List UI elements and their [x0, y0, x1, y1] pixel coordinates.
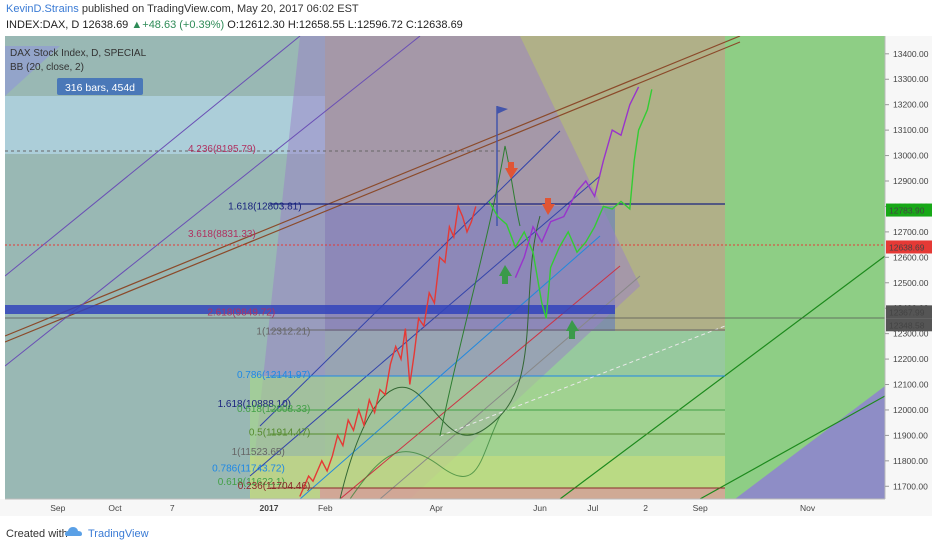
time-tick-label: 2: [643, 503, 648, 513]
time-tick-label: Jul: [587, 503, 598, 513]
price-tick-label: 13400.00: [893, 49, 929, 59]
time-tick-label: Apr: [430, 503, 443, 513]
price-tick-label: 12000.00: [893, 405, 929, 415]
up-arrow-icon: ▲: [131, 19, 142, 31]
time-tick-label: Sep: [50, 503, 65, 513]
chart-header: KevinD.Strains published on TradingView.…: [0, 0, 932, 36]
horizontal-support-band: [5, 305, 615, 314]
tradingview-logo-icon[interactable]: [64, 525, 84, 539]
price-change: +48.63 (+0.39%): [142, 19, 224, 31]
time-tick-label: 7: [170, 503, 175, 513]
legend-title: DAX Stock Index, D, SPECIAL: [10, 48, 147, 59]
last-price: 12638.69: [82, 19, 128, 31]
fib-label: 0.5(11914.47): [249, 428, 311, 439]
time-axis[interactable]: [0, 499, 932, 516]
symbol-label: INDEX:DAX, D: [6, 19, 79, 31]
fib-label: 3.618(8831.33): [188, 229, 256, 240]
up-arrow-stem: [569, 331, 575, 339]
price-tick-label: 13100.00: [893, 125, 929, 135]
high-value: 12658.55: [299, 19, 345, 31]
time-tick-label: Jun: [533, 503, 547, 513]
bars-badge-text: 316 bars, 454d: [65, 82, 135, 94]
price-tick-label: 13200.00: [893, 100, 929, 110]
down-arrow-stem: [508, 162, 514, 169]
fib-label: 1(11523.65): [232, 447, 285, 458]
tradingview-brand[interactable]: TradingView: [88, 528, 149, 540]
fib-label: 4.236(8195.79): [188, 144, 256, 155]
legend-indicator: BB (20, close, 2): [10, 62, 84, 73]
fib-label: 0.786(11743.72): [212, 463, 285, 474]
close-value: 12638.69: [417, 19, 463, 31]
created-with-label: Created with: [6, 528, 68, 540]
publish-info: published on TradingView.com, May 20, 20…: [79, 3, 359, 15]
fib-label: 0.618(12008.33): [237, 404, 310, 415]
fib-label: 0.236(11704.46): [238, 481, 311, 492]
open-value: 12612.30: [239, 19, 285, 31]
fib-label: 1(12312.21): [256, 327, 310, 338]
price-badge-label: 12348.58: [889, 320, 925, 330]
price-tick-label: 11800.00: [893, 456, 928, 466]
time-tick-label: Oct: [108, 503, 122, 513]
price-tick-label: 11900.00: [893, 430, 928, 440]
price-badge-label: 12638.69: [889, 242, 925, 252]
author-link[interactable]: KevinD.Strains: [6, 3, 79, 15]
publish-line: KevinD.Strains published on TradingView.…: [6, 3, 359, 15]
time-tick-label: 2017: [260, 503, 279, 513]
fib-label: 1.618(12803.81): [228, 201, 301, 212]
up-arrow-stem: [502, 276, 508, 284]
down-arrow-stem: [545, 198, 551, 205]
price-tick-label: 12500.00: [893, 278, 929, 288]
price-tick-label: 13000.00: [893, 151, 929, 161]
price-tick-label: 12100.00: [893, 380, 929, 390]
price-tick-label: 12900.00: [893, 176, 929, 186]
low-value: 12596.72: [357, 19, 403, 31]
fib-label: 2.618(9849.72): [207, 308, 275, 319]
ohlc-line: INDEX:DAX, D 12638.69 ▲+48.63 (+0.39%) O…: [6, 19, 463, 31]
price-tick-label: 12600.00: [893, 252, 929, 262]
price-badge-label: 12367.99: [889, 307, 925, 317]
footer: Created with TradingView: [0, 516, 932, 550]
price-tick-label: 11700.00: [893, 481, 928, 491]
pink-fib-zone: [320, 488, 725, 499]
fib-label: 0.786(12141.97): [237, 370, 310, 381]
time-tick-label: Feb: [318, 503, 333, 513]
price-badge-label: 12783.90: [889, 206, 925, 216]
price-chart[interactable]: 4.236(8195.79) 1.618(12803.81) 3.618(8831.…: [0, 36, 932, 516]
time-tick-label: Sep: [693, 503, 708, 513]
time-tick-label: Nov: [800, 503, 816, 513]
price-tick-label: 12200.00: [893, 354, 929, 364]
price-tick-label: 13300.00: [893, 74, 929, 84]
price-tick-label: 12700.00: [893, 227, 929, 237]
